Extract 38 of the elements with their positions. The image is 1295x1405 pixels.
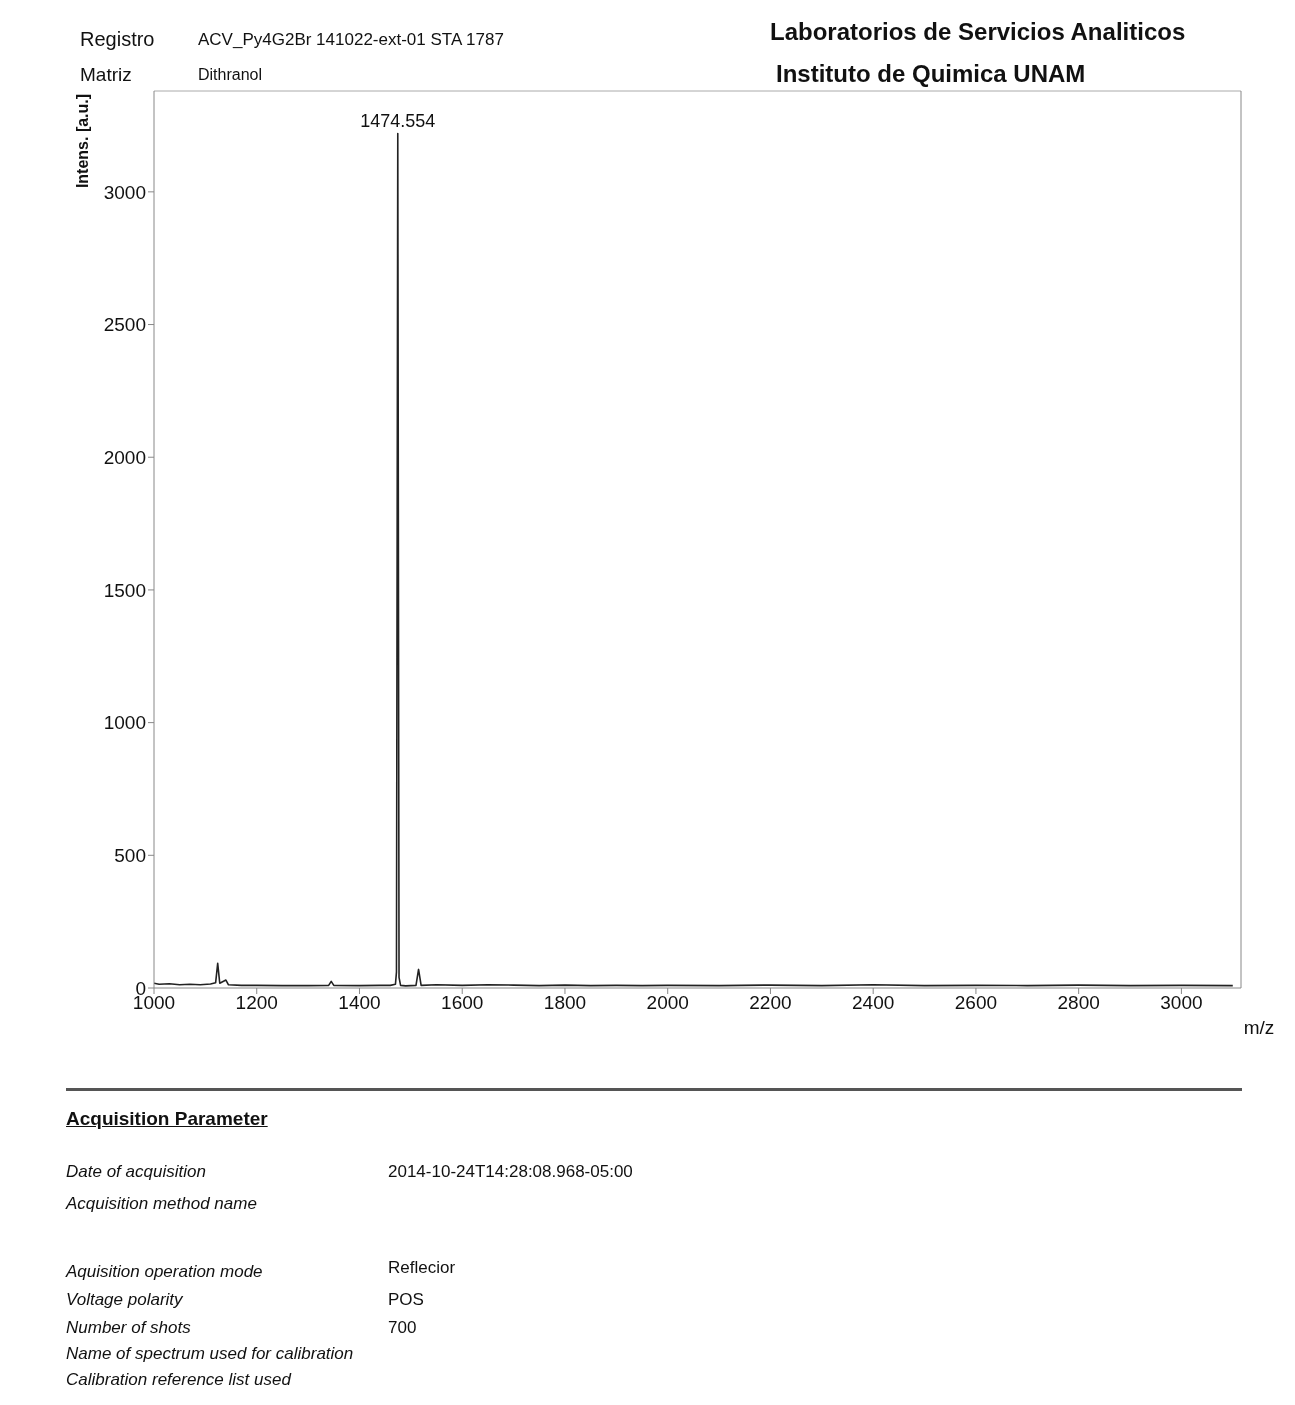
y-axis-title: Intens. [a.u.] xyxy=(74,93,91,189)
x-tick-label: 2600 xyxy=(954,992,998,1014)
y-tick-label: 500 xyxy=(114,845,146,867)
x-tick-label: 1800 xyxy=(543,992,587,1014)
y-tick-label: 2000 xyxy=(103,446,146,468)
x-tick-label: 2400 xyxy=(852,992,895,1014)
x-tick-label: 2200 xyxy=(749,992,792,1014)
text: Voltage polarity xyxy=(66,1290,183,1310)
x-tick-label: 1200 xyxy=(235,992,278,1014)
x-axis-title: m/z xyxy=(1243,1017,1275,1038)
x-tick-label: 1400 xyxy=(338,992,381,1014)
chart-title: Laboratorios de Servicios Analiticos xyxy=(770,18,1186,46)
text: Date of acquisition xyxy=(66,1162,206,1182)
text: Aquisition operation mode xyxy=(66,1262,263,1282)
y-tick-label: 1000 xyxy=(103,712,146,734)
text: POS xyxy=(388,1290,424,1310)
text: Acquisition method name xyxy=(66,1194,257,1214)
x-tick-label: 3000 xyxy=(1160,992,1203,1014)
text: Name of spectrum used for calibration xyxy=(66,1344,354,1364)
text: Calibration reference list used xyxy=(66,1370,291,1390)
text: 2014-10-24T14:28:08.968-05:00 xyxy=(388,1162,633,1182)
chart-subtitle: Instituto de Quimica UNAM xyxy=(776,60,1086,88)
text: Registro xyxy=(80,28,155,51)
y-tick-label: 2500 xyxy=(103,314,146,336)
text: Reflecior xyxy=(388,1258,456,1278)
x-tick-label: 2000 xyxy=(646,992,689,1014)
y-tick-label: 3000 xyxy=(103,181,146,203)
text: Number of shots xyxy=(66,1318,191,1338)
text: Dithranol xyxy=(198,66,263,84)
text: Acquisition Parameter xyxy=(66,1108,268,1130)
y-tick-label: 1500 xyxy=(103,579,146,601)
x-tick-label: 1600 xyxy=(441,992,484,1014)
line-series xyxy=(154,132,1234,987)
annotation: 1474.554 xyxy=(360,111,436,132)
text: ACV_Py4G2Br 141022-ext-01 STA 1787 xyxy=(198,30,504,50)
text: 700 xyxy=(388,1318,417,1338)
text: Matriz xyxy=(80,64,132,86)
x-tick-label: 2800 xyxy=(1057,992,1100,1014)
